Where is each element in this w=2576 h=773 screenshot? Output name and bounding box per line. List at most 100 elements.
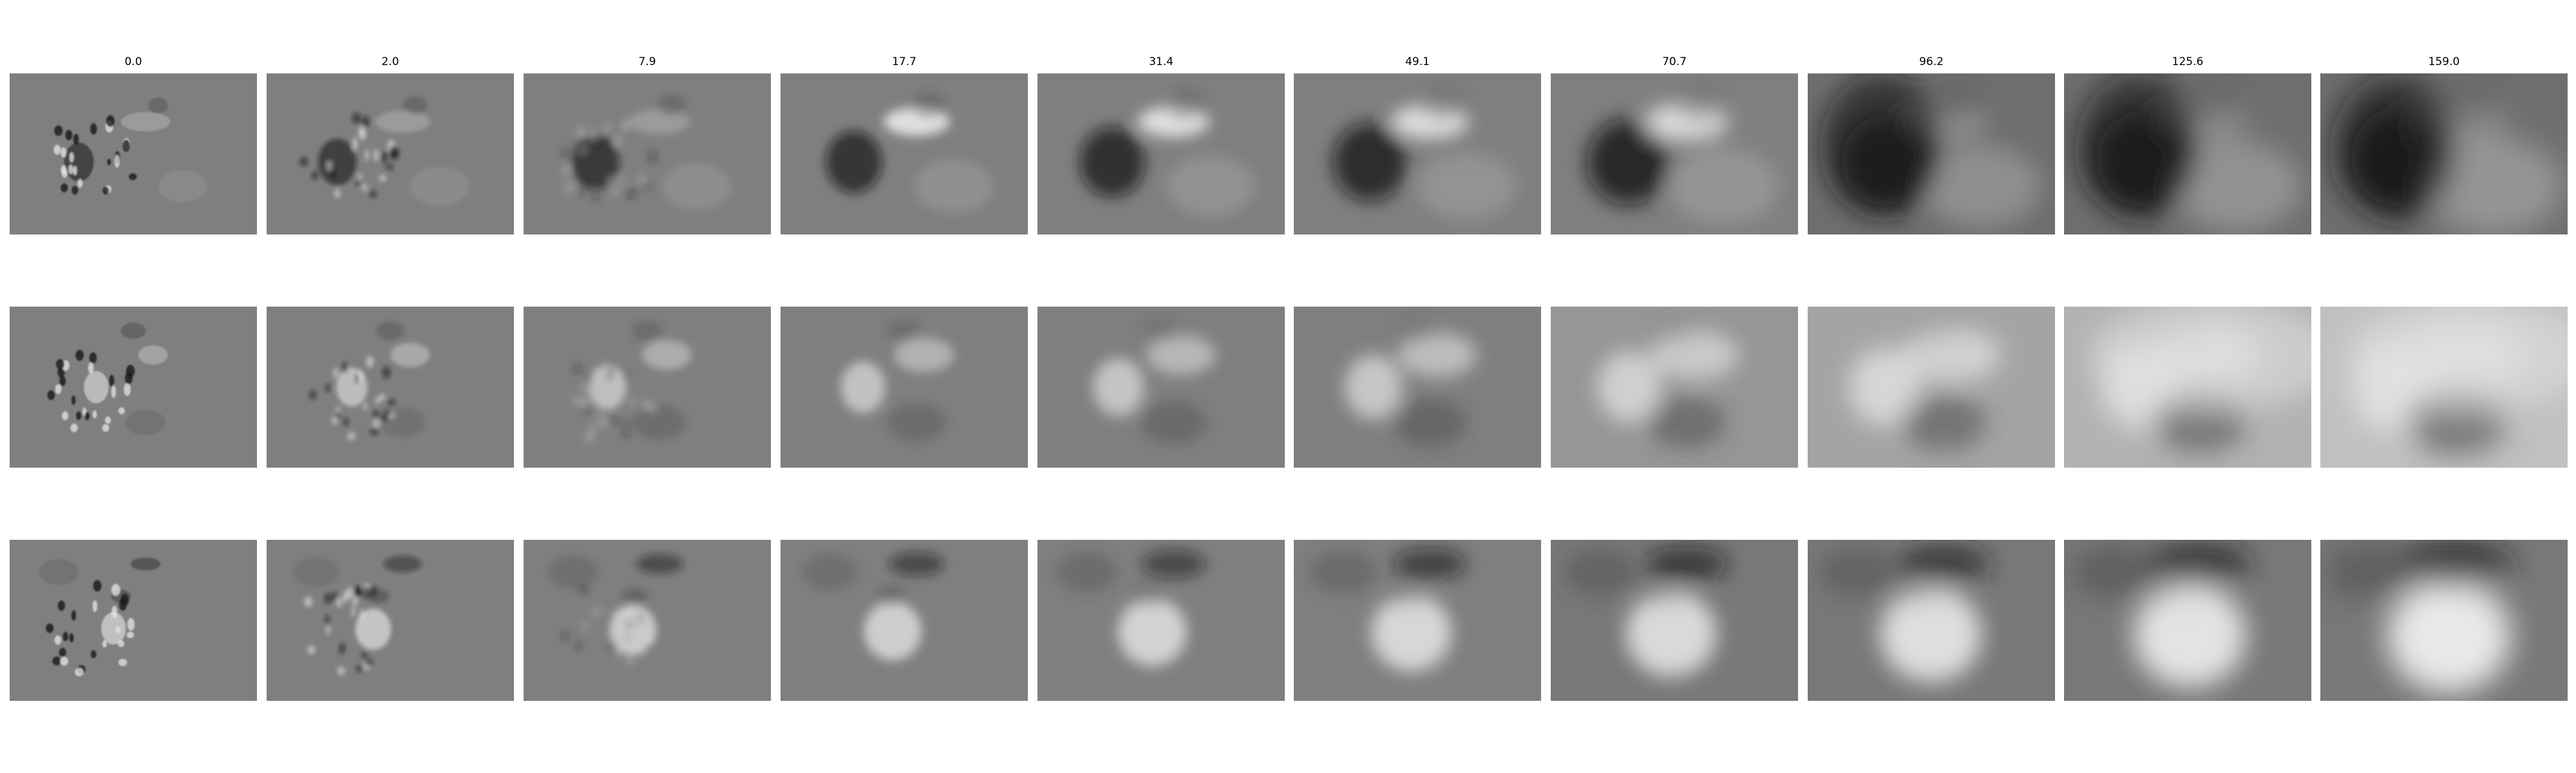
grayscale-image xyxy=(2320,73,2568,234)
image-feature xyxy=(1564,548,1637,595)
image-feature xyxy=(111,385,116,398)
image-feature xyxy=(877,587,907,605)
image-feature xyxy=(362,587,370,598)
image-feature xyxy=(588,403,592,412)
image-feature xyxy=(76,412,81,420)
image-panel xyxy=(1294,307,1541,468)
image-panel xyxy=(1037,73,1285,234)
image-feature xyxy=(70,424,77,432)
image-panel xyxy=(10,307,257,468)
image-feature xyxy=(366,356,374,368)
image-feature xyxy=(1898,584,1941,609)
grayscale-image xyxy=(1551,540,1798,701)
image-feature xyxy=(373,420,381,427)
image-feature xyxy=(562,166,569,176)
grayscale-image xyxy=(10,307,257,468)
image-feature xyxy=(102,187,109,195)
image-feature xyxy=(889,552,945,576)
image-feature xyxy=(352,113,361,124)
image-feature xyxy=(307,645,315,654)
image-feature xyxy=(1093,358,1144,416)
image-panel xyxy=(2064,307,2311,468)
image-feature xyxy=(613,609,617,620)
image-feature xyxy=(609,366,614,377)
image-feature xyxy=(840,361,885,413)
image-feature xyxy=(68,165,73,174)
grayscale-image xyxy=(10,73,257,234)
grayscale-image xyxy=(267,73,514,234)
image-feature xyxy=(59,376,66,386)
image-feature xyxy=(1393,549,1466,580)
image-feature xyxy=(579,187,586,196)
grayscale-image xyxy=(267,540,514,701)
image-feature xyxy=(369,190,377,197)
image-feature xyxy=(324,593,331,604)
image-panel xyxy=(1808,73,2055,234)
image-feature xyxy=(53,145,61,155)
image-panel xyxy=(1551,540,1798,701)
image-feature xyxy=(386,164,393,170)
image-feature xyxy=(589,425,596,434)
panel-background xyxy=(1294,73,1541,234)
image-feature xyxy=(383,556,422,573)
image-feature xyxy=(410,166,469,205)
image-feature xyxy=(115,627,120,633)
image-feature xyxy=(109,375,115,387)
image-feature xyxy=(342,362,348,373)
image-feature xyxy=(2325,543,2414,601)
image-feature xyxy=(355,179,361,187)
image-panel xyxy=(524,540,771,701)
grayscale-image xyxy=(1037,307,1285,468)
image-feature xyxy=(376,321,404,339)
image-feature xyxy=(333,368,338,379)
image-feature xyxy=(62,168,68,177)
image-panel xyxy=(10,540,257,701)
image-feature xyxy=(619,178,624,185)
image-panel xyxy=(1294,540,1541,701)
image-feature xyxy=(2333,73,2456,218)
image-feature xyxy=(93,410,97,418)
image-feature xyxy=(1676,89,1723,122)
image-feature xyxy=(612,188,619,196)
image-feature xyxy=(2152,582,2199,609)
image-feature xyxy=(582,177,588,186)
image-panel xyxy=(1551,73,1798,234)
grayscale-image xyxy=(524,307,771,468)
image-feature xyxy=(1898,545,1989,583)
image-feature xyxy=(826,131,882,193)
image-feature xyxy=(59,648,66,657)
image-feature xyxy=(598,605,603,616)
image-feature xyxy=(299,157,308,167)
image-feature xyxy=(56,359,64,369)
column-title: 7.9 xyxy=(524,55,771,68)
image-feature xyxy=(138,345,168,365)
image-feature xyxy=(325,615,330,625)
image-feature xyxy=(643,401,650,407)
image-feature xyxy=(573,396,579,406)
image-feature xyxy=(90,352,97,364)
image-feature xyxy=(548,555,599,588)
image-feature xyxy=(63,632,68,641)
image-feature xyxy=(1310,550,1377,594)
image-feature xyxy=(621,120,630,131)
image-feature xyxy=(1141,550,1206,577)
image-feature xyxy=(383,367,391,379)
image-feature xyxy=(358,126,365,138)
image-feature xyxy=(158,170,207,202)
grayscale-image xyxy=(781,540,1028,701)
image-feature xyxy=(580,144,585,154)
image-feature xyxy=(604,124,611,135)
image-feature xyxy=(1394,399,1466,446)
image-panel xyxy=(2064,73,2311,234)
image-feature xyxy=(622,430,630,437)
image-feature xyxy=(636,554,683,574)
image-feature xyxy=(658,95,686,117)
image-panel xyxy=(781,307,1028,468)
image-feature xyxy=(359,609,364,621)
image-feature xyxy=(332,416,337,425)
image-panel xyxy=(524,307,771,468)
image-feature xyxy=(336,597,342,608)
panel-background xyxy=(524,73,771,234)
image-feature xyxy=(590,129,596,140)
image-feature xyxy=(1647,397,1727,448)
